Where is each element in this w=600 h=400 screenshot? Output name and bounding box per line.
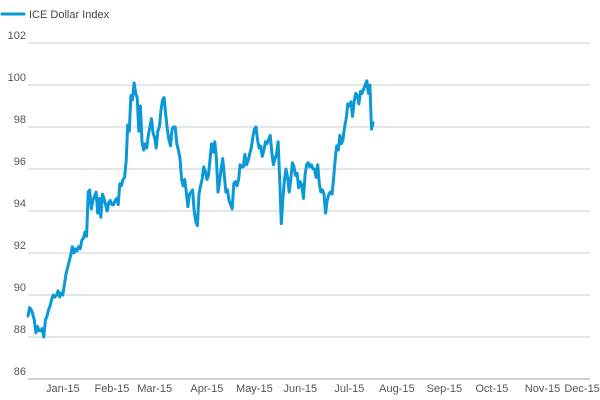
x-tick-label: Jan-15 — [46, 383, 80, 395]
x-tick-label: May-15 — [236, 383, 273, 395]
y-tick-label: 98 — [14, 114, 26, 126]
x-tick-label: Aug-15 — [379, 383, 414, 395]
gridlines — [28, 42, 590, 338]
x-tick-label: Apr-15 — [190, 383, 223, 395]
y-tick-label: 96 — [14, 156, 26, 168]
y-tick-label: 88 — [14, 324, 26, 336]
x-tick-label: Feb-15 — [94, 383, 129, 395]
x-tick-label: Nov-15 — [525, 383, 560, 395]
x-tick-label: Sep-15 — [427, 383, 462, 395]
x-tick-label: Jun-15 — [283, 383, 317, 395]
y-axis-tick-labels: 86 88 90 92 94 96 98 100 102 — [8, 30, 26, 378]
chart-legend: ICE Dollar Index — [0, 9, 110, 21]
series-layer — [26, 79, 375, 339]
legend-label: ICE Dollar Index — [29, 9, 110, 21]
y-tick-label: 92 — [14, 240, 26, 252]
y-tick-label: 94 — [14, 198, 26, 210]
x-tick-label: Jul-15 — [334, 383, 364, 395]
x-tick-label: Oct-15 — [475, 383, 508, 395]
x-tick-label: Dec-15 — [564, 383, 599, 395]
y-tick-label: 86 — [14, 366, 26, 378]
y-tick-label: 90 — [14, 282, 26, 294]
x-axis-tick-labels: Jan-15 Feb-15 Mar-15 Apr-15 May-15 Jun-15 Jul-… — [46, 383, 600, 395]
x-tick-label: Mar-15 — [137, 383, 172, 395]
y-tick-label: 102 — [8, 30, 26, 42]
series-line — [26, 79, 375, 339]
y-tick-label: 100 — [8, 72, 26, 84]
